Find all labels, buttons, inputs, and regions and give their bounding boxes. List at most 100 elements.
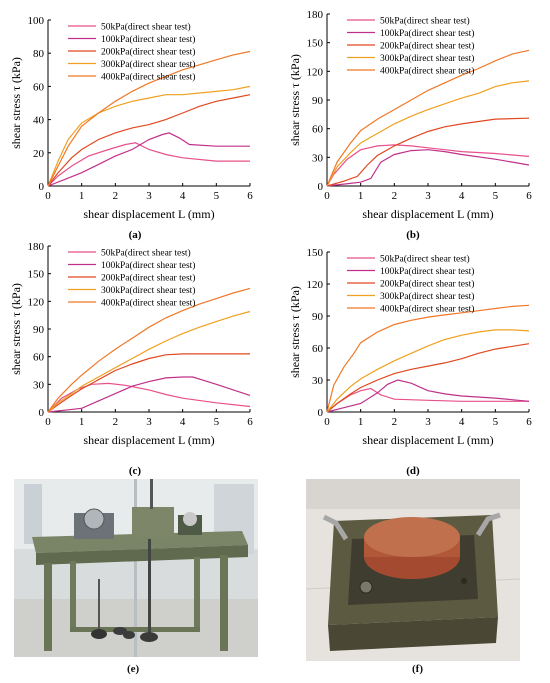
y-tick-label: 0 <box>318 407 324 419</box>
x-tick-label: 0 <box>45 416 51 428</box>
x-tick-label: 0 <box>324 416 330 428</box>
y-tick-label: 20 <box>33 148 45 160</box>
chart-panel-3 <box>326 251 530 413</box>
series-line-0 <box>47 382 251 413</box>
x-tick-label: 6 <box>247 190 253 202</box>
panel-caption: (a) <box>129 229 142 241</box>
y-tick-label: 0 <box>39 407 45 419</box>
series-line-0 <box>47 142 250 187</box>
y-tick-label: 60 <box>312 124 324 136</box>
chart-panel-1 <box>326 13 530 187</box>
x-tick-label: 5 <box>214 416 220 428</box>
x-tick-label: 4 <box>180 190 186 202</box>
x-tick-label: 6 <box>247 416 253 428</box>
y-tick-label: 60 <box>33 352 45 364</box>
x-tick-label: 4 <box>459 416 465 428</box>
legend-label: 50kPa(direct shear test) <box>101 22 191 33</box>
x-tick-label: 4 <box>459 190 465 202</box>
panel-caption: (b) <box>406 229 420 241</box>
x-axis-label: shear displacement L (mm) <box>83 433 214 447</box>
legend-label: 100kPa(direct shear test) <box>380 28 474 39</box>
x-tick-label: 0 <box>324 190 330 202</box>
legend-label: 50kPa(direct shear test) <box>101 248 191 259</box>
y-tick-label: 40 <box>33 115 45 127</box>
caption-f: (f) <box>412 663 423 675</box>
panel-caption: (c) <box>129 465 142 477</box>
series-line-4 <box>326 49 530 187</box>
y-tick-label: 100 <box>28 15 45 27</box>
x-axis-label: shear displacement L (mm) <box>362 433 493 447</box>
y-tick-label: 60 <box>33 81 45 93</box>
y-tick-label: 150 <box>307 38 324 50</box>
series-line-2 <box>326 343 530 413</box>
series-line-1 <box>326 379 530 413</box>
legend-label: 300kPa(direct shear test) <box>101 285 195 296</box>
series-line-0 <box>326 144 530 187</box>
x-tick-label: 1 <box>358 416 364 428</box>
x-tick-label: 6 <box>526 416 532 428</box>
y-tick-label: 90 <box>312 95 324 107</box>
photo-shear-box <box>306 479 520 661</box>
y-tick-label: 150 <box>28 269 45 281</box>
y-tick-label: 120 <box>307 279 324 291</box>
x-tick-label: 2 <box>113 416 119 428</box>
legend-label: 400kPa(direct shear test) <box>380 66 474 77</box>
legend-label: 200kPa(direct shear test) <box>101 273 195 284</box>
y-tick-label: 180 <box>28 241 45 253</box>
x-tick-label: 3 <box>146 416 152 428</box>
legend-label: 400kPa(direct shear test) <box>101 298 195 309</box>
x-tick-label: 1 <box>79 190 85 202</box>
x-tick-label: 3 <box>425 190 431 202</box>
x-tick-label: 5 <box>493 190 499 202</box>
y-tick-label: 90 <box>33 324 45 336</box>
y-tick-label: 60 <box>312 343 324 355</box>
x-tick-label: 1 <box>79 416 85 428</box>
legend-label: 200kPa(direct shear test) <box>101 47 195 58</box>
chart-panel-0 <box>47 19 251 187</box>
legend-label: 400kPa(direct shear test) <box>380 304 474 315</box>
legend-label: 300kPa(direct shear test) <box>380 53 474 64</box>
legend-label: 50kPa(direct shear test) <box>380 254 470 265</box>
y-tick-label: 180 <box>307 9 324 21</box>
series-line-1 <box>326 149 530 187</box>
x-axis-label: shear displacement L (mm) <box>362 207 493 221</box>
x-tick-label: 1 <box>358 190 364 202</box>
legend-label: 100kPa(direct shear test) <box>101 34 195 45</box>
series-line-0 <box>326 387 529 413</box>
y-tick-label: 150 <box>307 247 324 259</box>
x-tick-label: 2 <box>392 190 398 202</box>
y-tick-label: 0 <box>39 181 45 193</box>
legend-label: 300kPa(direct shear test) <box>380 291 474 302</box>
y-tick-label: 90 <box>312 311 324 323</box>
x-tick-label: 6 <box>526 190 532 202</box>
series-line-3 <box>47 310 251 413</box>
x-tick-label: 2 <box>392 416 398 428</box>
y-axis-label: shear stress τ (kPa) <box>288 54 302 146</box>
series-line-4 <box>47 287 251 413</box>
x-tick-label: 5 <box>493 416 499 428</box>
x-tick-label: 3 <box>146 190 152 202</box>
series-line-3 <box>326 80 530 187</box>
series-line-4 <box>326 304 530 413</box>
series-line-4 <box>47 50 251 187</box>
series-line-3 <box>326 329 530 413</box>
x-axis-label: shear displacement L (mm) <box>83 207 214 221</box>
series-line-1 <box>47 376 251 413</box>
y-axis-label: shear stress τ (kPa) <box>9 283 23 375</box>
series-line-2 <box>326 117 530 187</box>
x-tick-label: 2 <box>113 190 119 202</box>
series-line-1 <box>47 132 250 187</box>
y-tick-label: 80 <box>33 48 45 60</box>
y-tick-label: 30 <box>33 379 45 391</box>
panel-caption: (d) <box>406 465 420 477</box>
legend-label: 100kPa(direct shear test) <box>101 260 195 271</box>
y-tick-label: 30 <box>312 152 324 164</box>
caption-e: (e) <box>127 663 140 675</box>
series-line-3 <box>47 85 251 187</box>
chart-panel-2 <box>47 245 251 413</box>
legend-label: 300kPa(direct shear test) <box>101 59 195 70</box>
y-axis-label: shear stress τ (kPa) <box>288 286 302 378</box>
legend-label: 200kPa(direct shear test) <box>380 41 474 52</box>
